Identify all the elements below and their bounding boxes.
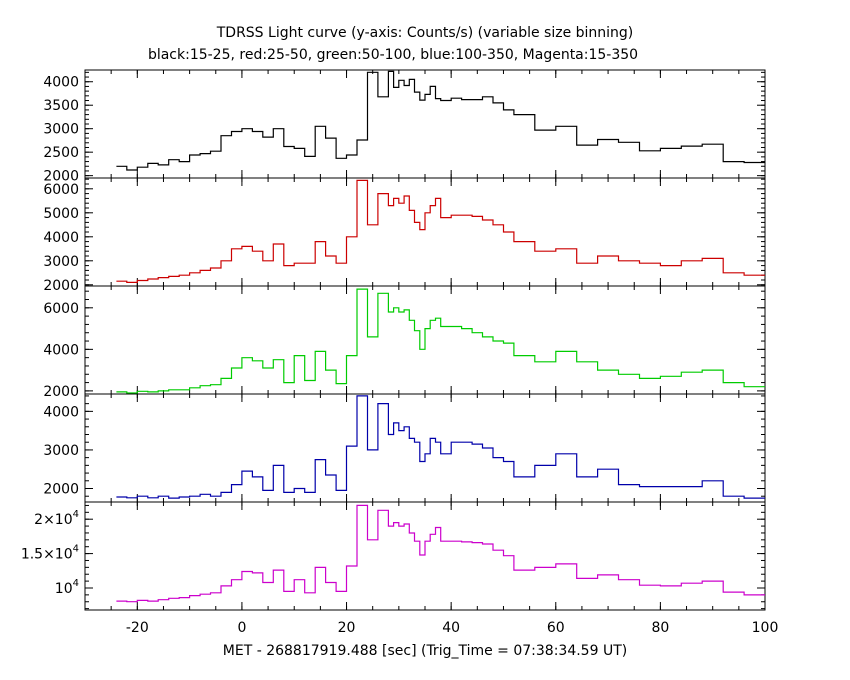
y-tick-label: 6000 — [43, 182, 79, 198]
y-tick-label: 2000 — [43, 169, 79, 185]
series-line-1 — [116, 70, 765, 171]
x-tick-label: 40 — [442, 620, 460, 636]
x-tick-label: 60 — [547, 620, 565, 636]
panel-frame — [84, 393, 766, 503]
y-tick-label: 2000 — [43, 384, 79, 400]
y-tick-label: 2000 — [43, 278, 79, 294]
x-axis: -20 0 20 40 60 80 100 — [126, 620, 778, 636]
series-line-3 — [116, 288, 765, 394]
panel-3: 2000 4000 6000 — [43, 285, 766, 400]
y-tick-label: 2000 — [43, 482, 79, 498]
series-line-4 — [116, 395, 765, 499]
y-tick-label: 2500 — [43, 145, 79, 161]
panel-4: 2000 3000 4000 — [43, 393, 766, 503]
y-tick-label: 3000 — [43, 122, 79, 138]
y-tick-label: 104 — [55, 578, 79, 597]
y-tick-label: 3500 — [43, 98, 79, 114]
series-line-2 — [116, 179, 765, 283]
x-tick-label: 20 — [338, 620, 356, 636]
x-tick-label: -20 — [126, 620, 149, 636]
panel-5: 104 1.5×104 2×104 — [21, 501, 766, 611]
chart-title: TDRSS Light curve (y-axis: Counts/s) (va… — [216, 25, 634, 41]
y-tick-label: 3000 — [43, 443, 79, 459]
x-tick-label: 100 — [752, 620, 779, 636]
y-tick-label: 4000 — [43, 342, 79, 358]
panel-frame — [84, 501, 766, 611]
y-tick-label: 1.5×104 — [21, 544, 79, 563]
y-tick-label: 4000 — [43, 75, 79, 91]
y-tick-label: 3000 — [43, 254, 79, 270]
series-line-5 — [116, 504, 765, 603]
x-tick-label: 0 — [237, 620, 246, 636]
chart-subtitle: black:15-25, red:25-50, green:50-100, bl… — [148, 47, 638, 63]
y-tick-label: 2×104 — [34, 509, 79, 528]
panel-1: 2000 2500 3000 3500 4000 — [43, 69, 766, 185]
y-tick-label: 4000 — [43, 230, 79, 246]
panel-frame — [84, 177, 766, 287]
y-tick-label: 5000 — [43, 206, 79, 222]
y-tick-label: 4000 — [43, 404, 79, 420]
panels-group: 2000 2500 3000 3500 4000 2000 3000 4000 5000 6000… — [21, 69, 766, 611]
x-tick-label: 80 — [651, 620, 669, 636]
x-axis-label: MET - 268817919.488 [sec] (Trig_Time = 0… — [223, 643, 627, 659]
panel-2: 2000 3000 4000 5000 6000 — [43, 177, 766, 294]
y-tick-label: 6000 — [43, 301, 79, 317]
